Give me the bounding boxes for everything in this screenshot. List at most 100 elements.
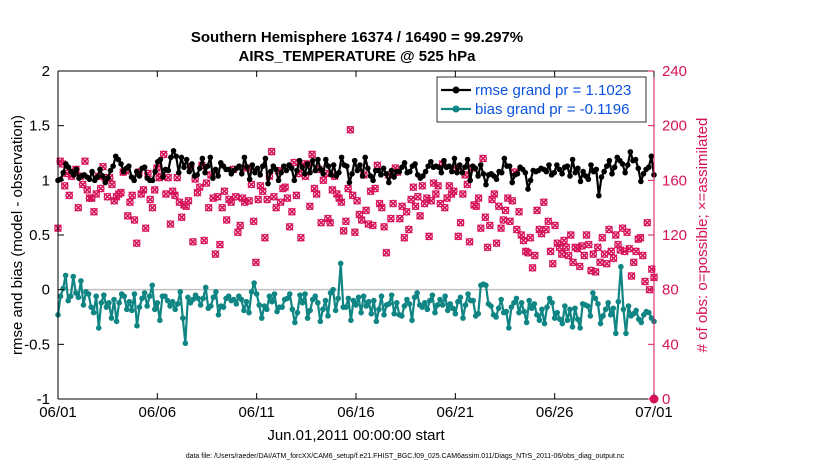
rmse-point xyxy=(593,166,600,173)
bias-point xyxy=(376,306,382,313)
bias-point xyxy=(67,293,74,300)
obs-possible-marker xyxy=(324,214,332,223)
obs-assimilated-marker xyxy=(123,211,132,220)
rmse-point xyxy=(375,167,382,174)
obs-possible-marker xyxy=(249,217,258,226)
rmse-point xyxy=(435,164,442,171)
bias-point xyxy=(567,306,573,313)
rmse-point xyxy=(262,155,269,162)
obs-possible-marker xyxy=(569,258,577,267)
obs-possible-marker xyxy=(560,236,568,245)
obs-possible-marker xyxy=(425,232,433,241)
obs-assimilated-marker xyxy=(580,251,589,260)
rmse-point xyxy=(102,179,109,186)
obs-possible-marker xyxy=(632,247,640,256)
bias-point xyxy=(167,303,173,309)
bias-point xyxy=(65,297,71,304)
obs-assimilated-marker xyxy=(220,187,229,196)
bias-point xyxy=(126,298,133,305)
rmse-point xyxy=(275,177,282,184)
bias-point xyxy=(113,318,120,325)
bias-point xyxy=(151,306,158,313)
obs-assimilated-marker xyxy=(382,248,391,257)
obs-assimilated-marker xyxy=(589,250,598,259)
obs-possible-marker xyxy=(202,179,211,187)
rmse-point xyxy=(543,168,550,175)
rmse-point xyxy=(244,164,250,171)
bias-point xyxy=(322,297,329,304)
obs-assimilated-marker xyxy=(409,183,418,192)
obs-possible-marker xyxy=(548,259,557,268)
bias-point xyxy=(602,306,609,313)
rmse-point xyxy=(296,157,303,164)
obs-assimilated-marker xyxy=(582,231,591,239)
obs-possible-marker xyxy=(171,191,179,200)
obs-possible-marker xyxy=(369,221,377,230)
bias-point xyxy=(251,280,257,286)
obs-possible-marker xyxy=(611,231,620,239)
obs-assimilated-marker xyxy=(247,180,256,189)
bias-point xyxy=(302,291,308,297)
bias-point xyxy=(246,309,252,316)
bias-point xyxy=(330,286,336,293)
rmse-point xyxy=(291,177,298,184)
obs-assimilated-marker xyxy=(627,272,636,280)
bias-point xyxy=(164,297,171,304)
bias-point xyxy=(182,340,189,347)
bias-point xyxy=(391,310,398,317)
obs-possible-marker xyxy=(418,181,427,190)
obs-assimilated-marker xyxy=(456,218,465,227)
obs-assimilated-marker xyxy=(350,228,359,237)
obs-assimilated-marker xyxy=(362,206,371,215)
bias-point xyxy=(253,291,260,297)
obs-possible-marker xyxy=(382,248,391,257)
obs-assimilated-marker xyxy=(308,150,317,159)
bias-point xyxy=(488,303,494,309)
obs-possible-marker xyxy=(544,217,553,226)
legend-bias-label: bias grand pr = -0.1196 xyxy=(475,101,629,118)
obs-assimilated-marker xyxy=(364,220,373,229)
obs-assimilated-marker xyxy=(371,184,380,193)
rmse-point xyxy=(170,148,177,154)
rmse-point xyxy=(388,167,395,174)
bias-point xyxy=(213,289,219,295)
rmse-point xyxy=(554,162,560,168)
obs-assimilated-marker xyxy=(555,243,564,252)
obs-assimilated-marker xyxy=(283,194,292,203)
bias-point xyxy=(332,307,339,314)
rmse-point xyxy=(312,167,319,174)
rmse-point xyxy=(514,170,521,177)
obs-possible-marker xyxy=(474,194,483,202)
bias-point xyxy=(544,304,550,310)
legend-rmse-marker xyxy=(452,86,460,94)
rmse-point xyxy=(194,172,200,178)
obs-assimilated-marker xyxy=(611,231,620,239)
obs-possible-marker xyxy=(288,207,296,216)
obs-assimilated-marker xyxy=(503,194,512,203)
obs-possible-marker xyxy=(533,206,541,215)
obs-assimilated-marker xyxy=(164,173,173,182)
obs-assimilated-marker xyxy=(641,277,649,286)
obs-assimilated-marker xyxy=(137,190,146,198)
rmse-point xyxy=(611,164,618,171)
obs-assimilated-marker xyxy=(139,185,148,194)
rmse-point xyxy=(344,163,350,169)
obs-assimilated-marker xyxy=(404,225,413,234)
rmse-point xyxy=(619,161,626,167)
obs-possible-marker xyxy=(485,221,494,230)
bias-point xyxy=(289,306,296,313)
bias-point xyxy=(157,317,163,324)
bias-point xyxy=(518,299,525,306)
rmse-point xyxy=(259,163,266,169)
rmse-point xyxy=(60,169,67,176)
bias-point xyxy=(258,315,265,321)
bias-point xyxy=(121,293,128,300)
rmse-point xyxy=(294,167,300,174)
obs-assimilated-marker xyxy=(281,183,290,192)
bias-point xyxy=(307,307,313,314)
rmse-point xyxy=(126,163,132,169)
rmse-point xyxy=(317,166,324,173)
obs-assimilated-marker xyxy=(60,181,69,190)
obs-assimilated-marker xyxy=(465,237,474,246)
y-tick-label: 0.5 xyxy=(29,227,50,244)
